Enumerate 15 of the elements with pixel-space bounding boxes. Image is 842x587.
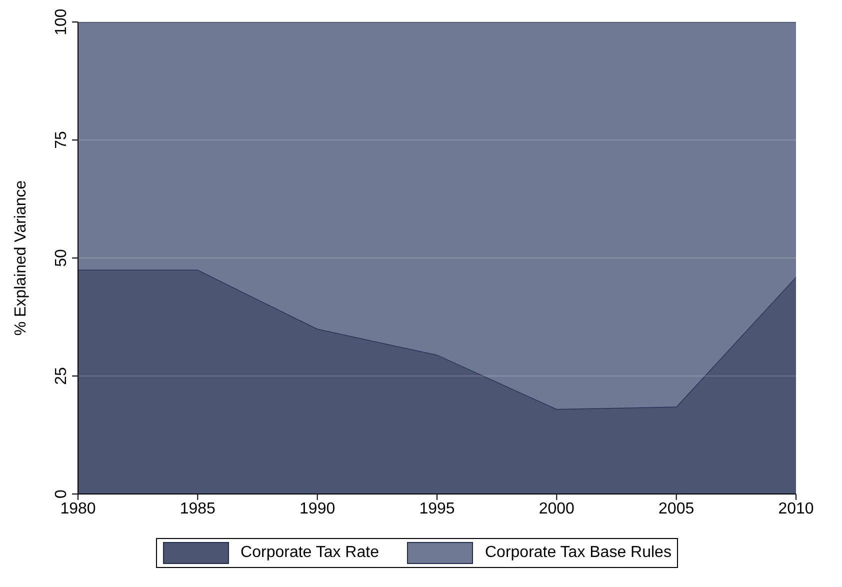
legend-label: Corporate Tax Rate <box>240 544 379 562</box>
legend-label: Corporate Tax Base Rules <box>484 544 672 562</box>
y-axis-title: % Explained Variance <box>12 180 30 336</box>
x-tick-label: 2005 <box>658 500 694 518</box>
x-tick-label: 1990 <box>300 500 336 518</box>
x-tick-label: 1995 <box>419 500 455 518</box>
y-tick-label: 25 <box>53 367 70 385</box>
x-tick-label: 2010 <box>778 500 814 518</box>
y-tick-label: 50 <box>53 249 70 267</box>
y-tick-label: 75 <box>53 131 70 149</box>
x-tick-label: 1980 <box>60 500 96 518</box>
x-tick-label: 2000 <box>538 500 575 518</box>
x-tick-label: 1985 <box>180 500 216 518</box>
y-tick-label: 100 <box>53 8 70 36</box>
y-tick-label: 0 <box>53 489 70 498</box>
